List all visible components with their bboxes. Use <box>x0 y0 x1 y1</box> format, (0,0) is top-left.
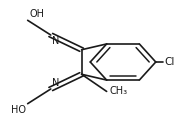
Text: N: N <box>52 78 59 88</box>
Text: OH: OH <box>30 9 45 19</box>
Text: HO: HO <box>11 105 26 115</box>
Text: CH₃: CH₃ <box>110 86 128 96</box>
Text: Cl: Cl <box>164 57 175 67</box>
Text: N: N <box>52 36 59 46</box>
